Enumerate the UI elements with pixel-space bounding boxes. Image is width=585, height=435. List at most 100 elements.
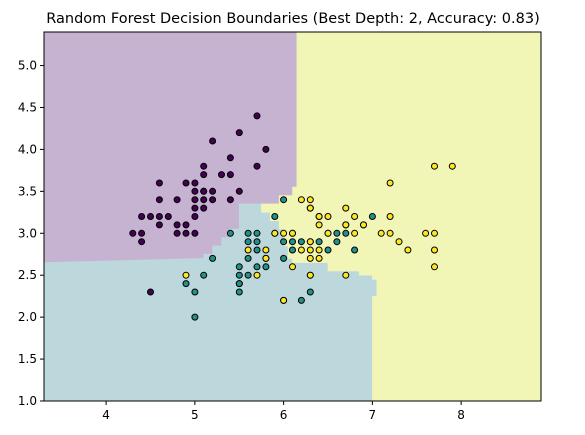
data-point-class-1 bbox=[244, 229, 252, 237]
axes-frame bbox=[43, 31, 542, 402]
data-point-class-0 bbox=[164, 213, 172, 220]
data-point-class-0 bbox=[209, 187, 217, 195]
data-point-class-0 bbox=[226, 154, 234, 162]
data-point-class-2 bbox=[448, 162, 456, 170]
data-point-class-0 bbox=[253, 162, 261, 170]
scatter-points bbox=[129, 112, 456, 321]
data-point-class-0 bbox=[155, 213, 163, 220]
data-point-class-1 bbox=[289, 238, 296, 246]
data-point-class-1 bbox=[280, 254, 288, 262]
data-point-class-2 bbox=[324, 229, 332, 237]
data-point-class-1 bbox=[297, 296, 305, 304]
y-tick-label: 5.0 bbox=[18, 59, 37, 73]
data-point-class-1 bbox=[244, 254, 252, 262]
x-tick-label: 4 bbox=[102, 408, 110, 422]
data-point-class-1 bbox=[315, 238, 323, 246]
data-point-class-2 bbox=[360, 221, 367, 229]
data-point-class-2 bbox=[395, 238, 403, 246]
x-tick-label: 7 bbox=[369, 408, 377, 422]
data-point-class-1 bbox=[253, 263, 261, 271]
data-point-class-0 bbox=[253, 112, 261, 120]
data-point-class-0 bbox=[209, 137, 217, 145]
data-point-class-2 bbox=[431, 162, 438, 170]
y-axis: 1.0 1.5 2.0 2.5 3.0 3.5 4.0 4.5 5.0 bbox=[18, 59, 44, 408]
data-point-class-2 bbox=[253, 271, 261, 279]
data-point-class-1 bbox=[324, 246, 332, 254]
data-point-class-2 bbox=[386, 213, 394, 220]
data-point-class-1 bbox=[280, 238, 288, 246]
data-point-class-0 bbox=[235, 187, 243, 195]
data-point-class-1 bbox=[253, 229, 261, 237]
data-point-class-1 bbox=[191, 288, 199, 296]
x-tick-label: 5 bbox=[191, 408, 199, 422]
data-point-class-2 bbox=[431, 263, 438, 271]
y-tick-label: 2.0 bbox=[18, 310, 37, 324]
data-point-class-1 bbox=[297, 238, 305, 246]
decision-regions bbox=[43, 31, 542, 402]
data-point-class-1 bbox=[333, 229, 341, 237]
data-point-class-0 bbox=[155, 196, 163, 204]
data-point-class-0 bbox=[262, 145, 270, 153]
data-point-class-2 bbox=[386, 179, 394, 187]
data-point-class-0 bbox=[182, 221, 190, 229]
data-point-class-1 bbox=[262, 263, 270, 271]
data-point-class-0 bbox=[200, 204, 208, 212]
data-point-class-2 bbox=[342, 204, 350, 212]
data-point-class-2 bbox=[271, 229, 279, 237]
data-point-class-0 bbox=[155, 179, 163, 187]
data-point-class-0 bbox=[235, 129, 243, 137]
data-point-class-2 bbox=[182, 271, 190, 279]
data-point-class-1 bbox=[235, 271, 243, 279]
data-point-class-0 bbox=[226, 171, 234, 179]
data-point-class-2 bbox=[342, 271, 350, 279]
data-point-class-1 bbox=[244, 238, 252, 246]
data-point-class-1 bbox=[280, 196, 288, 204]
data-point-class-0 bbox=[138, 213, 146, 220]
data-point-class-0 bbox=[226, 196, 234, 204]
data-point-class-2 bbox=[289, 263, 296, 271]
data-point-class-2 bbox=[306, 254, 314, 262]
data-point-class-0 bbox=[173, 196, 181, 204]
data-point-class-0 bbox=[191, 229, 199, 237]
x-tick-label: 8 bbox=[457, 408, 465, 422]
data-point-class-2 bbox=[351, 213, 359, 220]
data-point-class-2 bbox=[306, 204, 314, 212]
y-tick-label: 2.5 bbox=[18, 268, 37, 282]
data-point-class-2 bbox=[422, 229, 430, 237]
y-tick-label: 1.5 bbox=[18, 352, 37, 366]
data-point-class-2 bbox=[404, 246, 412, 254]
data-point-class-1 bbox=[200, 271, 208, 279]
data-point-class-2 bbox=[386, 229, 394, 237]
data-point-class-2 bbox=[280, 296, 288, 304]
data-point-class-0 bbox=[138, 238, 146, 246]
x-tick-label: 6 bbox=[280, 408, 288, 422]
data-point-class-2 bbox=[280, 229, 288, 237]
y-tick-label: 3.5 bbox=[18, 184, 37, 198]
data-point-class-1 bbox=[333, 238, 341, 246]
y-tick-label: 4.0 bbox=[18, 142, 37, 156]
data-point-class-2 bbox=[431, 246, 438, 254]
data-point-class-1 bbox=[235, 263, 243, 271]
y-tick-label: 1.0 bbox=[18, 394, 37, 408]
decision-region-class-2 bbox=[261, 31, 542, 402]
data-point-class-0 bbox=[138, 229, 146, 237]
data-point-class-1 bbox=[235, 288, 243, 296]
data-point-class-1 bbox=[368, 213, 376, 220]
data-point-class-0 bbox=[129, 229, 137, 237]
data-point-class-0 bbox=[173, 221, 181, 229]
data-point-class-2 bbox=[315, 246, 323, 254]
data-point-class-2 bbox=[289, 229, 296, 237]
data-point-class-2 bbox=[306, 238, 314, 246]
data-point-class-2 bbox=[377, 229, 385, 237]
x-axis: 4 5 6 7 8 bbox=[102, 401, 465, 422]
data-point-class-0 bbox=[191, 179, 199, 187]
data-point-class-2 bbox=[342, 221, 350, 229]
data-point-class-0 bbox=[147, 288, 154, 296]
data-point-class-0 bbox=[218, 171, 225, 179]
data-point-class-2 bbox=[315, 221, 323, 229]
data-point-class-2 bbox=[306, 196, 314, 204]
data-point-class-0 bbox=[209, 196, 217, 204]
data-point-class-2 bbox=[297, 196, 305, 204]
data-point-class-1 bbox=[253, 238, 261, 246]
